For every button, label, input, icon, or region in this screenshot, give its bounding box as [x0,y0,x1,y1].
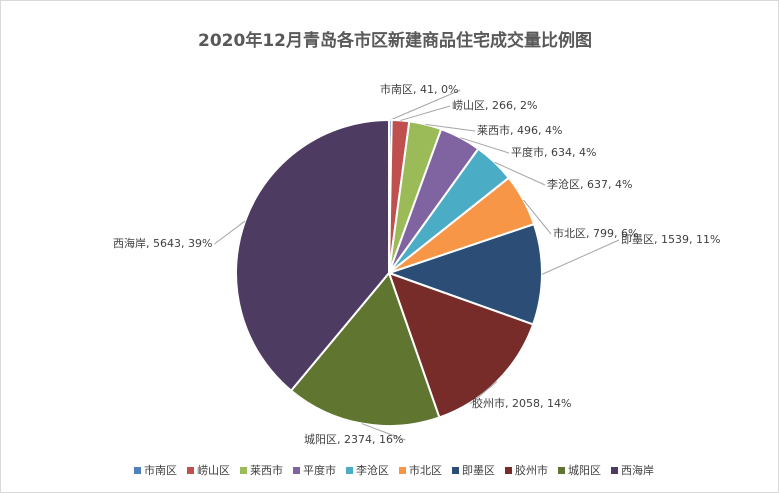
leader-line [494,161,546,186]
data-label: 市北区, 799, 6% [553,226,638,240]
legend-label: 胶州市 [515,463,548,477]
legend-label: 崂山区 [197,464,230,477]
leader-line [361,423,406,441]
legend-swatch [611,467,618,474]
legend-label: 平度市 [303,463,336,477]
data-label: 即墨区, 1539, 11% [621,233,720,246]
data-label: 城阳区, 2374, 16% [304,433,403,446]
legend-label: 市南区 [144,463,177,477]
data-label: 平度市, 634, 4% [511,145,596,159]
data-label: 李沧区, 637, 4% [547,177,632,191]
legend-swatch [187,467,194,474]
data-label: 莱西市, 496, 4% [477,123,562,137]
leader-line [460,137,510,154]
leader-line [469,381,498,405]
legend-swatch [505,467,512,474]
data-label: 崂山区, 266, 2% [452,99,537,112]
pie-slice [235,118,390,393]
legend-swatch [134,467,141,474]
legend-label: 李沧区 [356,463,389,477]
leader-line [390,89,461,121]
leader-line [400,105,451,121]
leader-line [541,239,620,275]
leader-line [214,220,246,245]
chart-title: 2020年12月青岛各市区新建商品住宅成交量比例图 [198,30,592,51]
legend-swatch [240,467,247,474]
legend-swatch [558,467,565,474]
legend-swatch [346,467,353,474]
legend-swatch [399,467,406,474]
legend-label: 城阳区 [568,464,601,477]
legend-label: 即墨区 [462,464,495,477]
pie-slice [385,222,543,326]
legend-label: 莱西市 [250,463,283,477]
legend-swatch [452,467,459,474]
legend-label: 市北区 [409,463,442,477]
data-label: 西海岸, 5643, 39% [113,236,212,250]
data-label: 胶州市, 2058, 14% [472,396,571,410]
data-label: 市南区, 41, 0% [380,82,458,96]
leader-line [523,199,552,235]
legend-swatch [293,467,300,474]
leader-line [425,123,476,132]
pie-slice [289,271,441,427]
legend-label: 西海岸 [621,463,654,477]
